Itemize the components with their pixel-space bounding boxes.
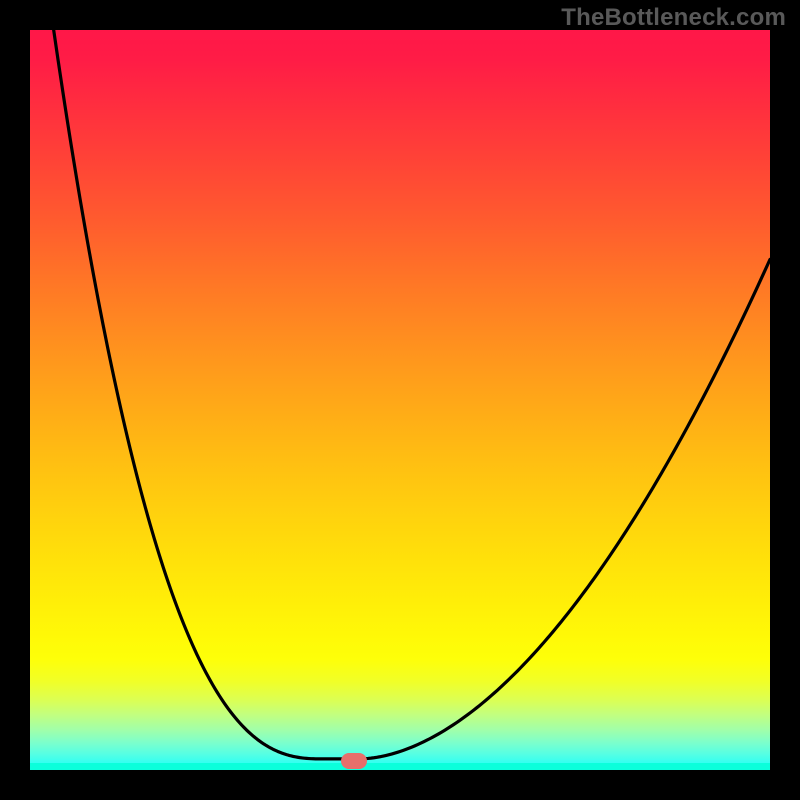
plot-svg [30,30,770,770]
gradient-background [30,30,770,770]
bottom-green-band [30,763,770,770]
optimum-marker [341,753,367,769]
plot-area [30,30,770,770]
watermark-text: TheBottleneck.com [561,4,786,32]
chart-frame: TheBottleneck.com [0,0,800,800]
